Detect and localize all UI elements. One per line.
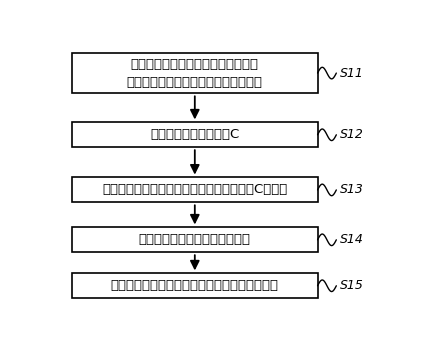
Text: S15: S15 (340, 279, 363, 292)
Bar (72, 273, 318, 298)
Text: 计算每个控制设备的能耗指标值: 计算每个控制设备的能耗指标值 (139, 233, 251, 246)
Text: 采集系统的所有设备的能耗数据以及
系统的所有控制设备的控制参数的数据: 采集系统的所有设备的能耗数据以及 系统的所有控制设备的控制参数的数据 (127, 58, 263, 89)
Text: 计算系统的总能耗数据C: 计算系统的总能耗数据C (150, 128, 239, 141)
Text: S11: S11 (340, 66, 363, 79)
Text: S13: S13 (340, 183, 363, 196)
Bar (72, 53, 318, 93)
Text: S12: S12 (340, 128, 363, 141)
Text: S14: S14 (340, 233, 363, 246)
Bar (72, 177, 318, 203)
Bar (72, 227, 318, 252)
Text: 进行加权平均计算，获得一个综合控制能效数据: 进行加权平均计算，获得一个综合控制能效数据 (111, 279, 279, 292)
Bar (72, 122, 318, 147)
Text: 计算每个控制设备的能耗数据占总能耗数据C的比例: 计算每个控制设备的能耗数据占总能耗数据C的比例 (102, 183, 287, 196)
